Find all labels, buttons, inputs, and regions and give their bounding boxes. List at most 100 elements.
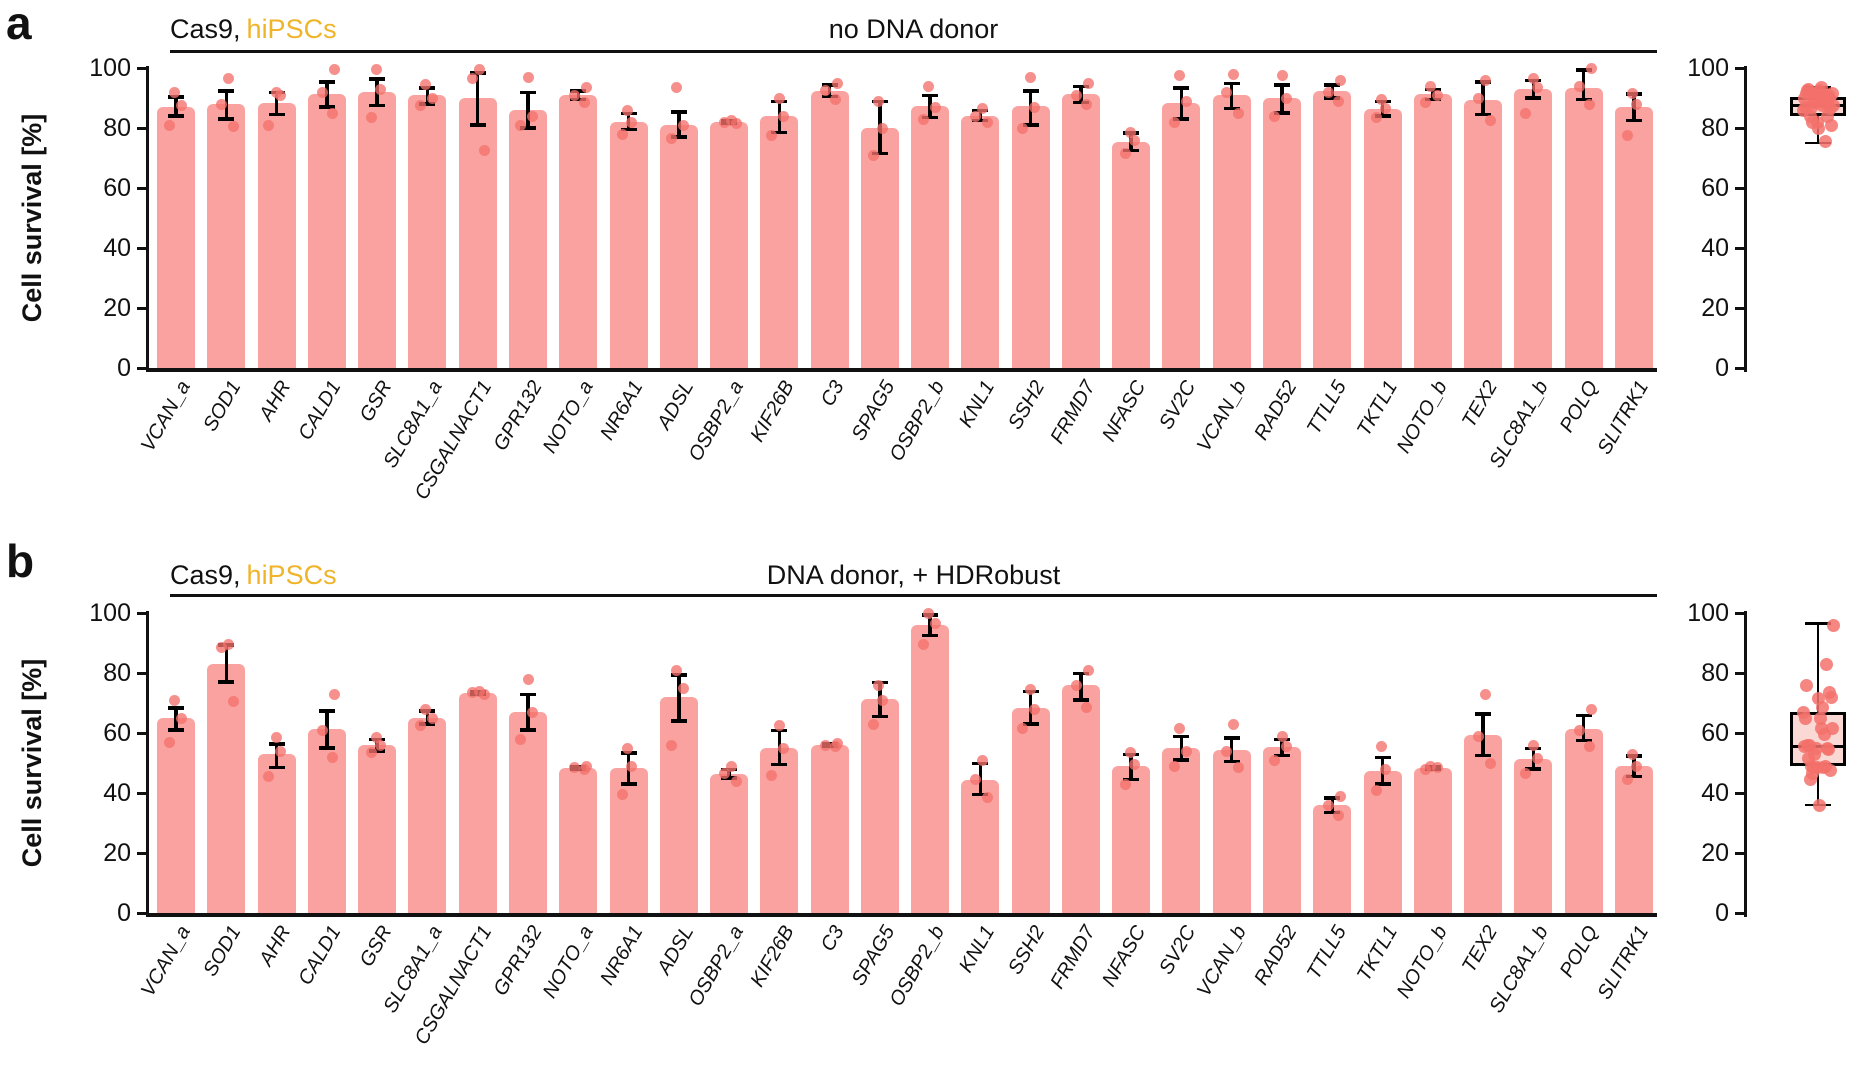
x-tick-label-VCAN_a: VCAN_a — [137, 922, 196, 1001]
data-point-OSBP2_b — [917, 639, 929, 650]
data-point-GSR — [365, 747, 377, 758]
bar-KIF26B — [760, 116, 799, 368]
data-point-AHR — [271, 732, 283, 743]
data-point-RAD52 — [1276, 70, 1288, 81]
data-point-VCAN_a — [168, 694, 180, 706]
summary-b-y-tick — [1734, 791, 1744, 795]
data-point-VCAN_b — [1228, 68, 1240, 80]
summary-b-y-tick-label: 100 — [1687, 599, 1729, 627]
panel-b-y-tick-label: 80 — [103, 659, 131, 687]
summary-point-b — [1814, 722, 1828, 735]
data-point-AHR — [263, 119, 275, 131]
x-tick-label-VCAN_b: VCAN_b — [1192, 377, 1251, 456]
panel-a-y-tick-label: 20 — [103, 294, 131, 322]
data-point-TKTL1 — [1376, 741, 1388, 752]
bar-NFASC — [1112, 766, 1151, 913]
panel-b-y-axis-title: Cell survival [%] — [17, 658, 47, 868]
data-point-GSR — [365, 112, 377, 123]
error-cap-bottom-TKTL1 — [1374, 114, 1391, 118]
error-cap-bottom-SOD1 — [218, 117, 235, 121]
panel-b-y-tick — [136, 611, 146, 615]
bar-SSH2 — [1011, 707, 1050, 913]
error-bar-VCAN_b — [1229, 83, 1234, 109]
data-point-KNL1 — [969, 110, 981, 122]
data-point-ADSL — [678, 682, 690, 694]
bar-SPAG5 — [860, 698, 899, 913]
panel-b-header-rule — [170, 594, 1657, 597]
bar-NR6A1 — [609, 122, 648, 368]
error-cap-bottom-TTLL5 — [1324, 96, 1341, 100]
summary-a-y-tick-label: 60 — [1701, 174, 1729, 202]
data-point-SLC8A1_b — [1531, 753, 1543, 764]
panel-b-y-tick — [136, 731, 146, 735]
data-point-FRMD7 — [1083, 77, 1095, 89]
bar-SLITRK1 — [1614, 766, 1653, 913]
panel-b-y-tick — [136, 851, 146, 855]
bar-RAD52 — [1263, 98, 1301, 368]
error-cap-bottom-POLQ — [1575, 738, 1592, 742]
error-cap-bottom-CALD1 — [318, 746, 335, 750]
data-point-VCAN_b — [1221, 86, 1233, 98]
data-point-CSGALNACT1 — [479, 145, 491, 156]
panel-b-y-tick-label: 40 — [103, 779, 131, 807]
data-point-CSGALNACT1 — [479, 688, 491, 700]
summary-point-a — [1801, 82, 1815, 96]
data-point-OSBP2_b — [917, 113, 929, 125]
data-point-CSGALNACT1 — [467, 73, 479, 84]
error-cap-top-TKTL1 — [1374, 755, 1391, 759]
x-tick-label-NOTO_a: NOTO_a — [538, 922, 598, 1002]
whisker-cap-bottom-a — [1805, 141, 1831, 145]
data-point-SLITRK1 — [1627, 88, 1639, 99]
x-tick-label-AHR: AHR — [255, 922, 296, 970]
summary-b-y-axis-line — [1743, 611, 1747, 917]
data-point-SLC8A1_b — [1527, 73, 1539, 84]
data-point-GPR132 — [526, 110, 538, 122]
bar-TTLL5 — [1313, 805, 1352, 913]
summary-b-y-tick — [1734, 671, 1744, 675]
data-point-KNL1 — [976, 754, 988, 766]
data-point-RAD52 — [1268, 110, 1280, 122]
data-point-SSH2 — [1017, 723, 1029, 734]
error-cap-bottom-SV2C — [1173, 117, 1190, 121]
data-point-VCAN_a — [175, 712, 187, 724]
data-point-SV2C — [1168, 760, 1180, 772]
error-cap-bottom-FRMD7 — [1072, 698, 1089, 702]
summary-b-y-tick-label: 40 — [1701, 779, 1729, 807]
bar-FRMD7 — [1061, 685, 1100, 913]
data-point-TEX2 — [1479, 688, 1491, 700]
x-tick-label-SLITRK1: SLITRK1 — [1593, 377, 1653, 459]
data-point-VCAN_a — [163, 736, 175, 748]
x-tick-label-RAD52: RAD52 — [1249, 922, 1302, 989]
summary-point-b — [1824, 690, 1838, 704]
error-cap-top-ADSL — [670, 110, 687, 114]
error-cap-bottom-ADSL — [670, 719, 687, 723]
bar-OSBP2_a — [710, 122, 749, 368]
bar-FRMD7 — [1061, 93, 1100, 368]
data-point-SV2C — [1173, 723, 1185, 734]
data-point-RAD52 — [1268, 754, 1280, 766]
data-point-SLC8A1_b — [1531, 82, 1543, 93]
data-point-TKTL1 — [1371, 112, 1383, 123]
data-point-C3 — [832, 77, 844, 89]
data-point-TTLL5 — [1322, 799, 1334, 811]
error-cap-bottom-GSR — [369, 103, 386, 107]
data-point-SLITRK1 — [1627, 748, 1639, 760]
panel-a-y-tick — [136, 186, 146, 190]
error-cap-top-SOD1 — [218, 89, 235, 93]
data-point-KNL1 — [981, 792, 993, 803]
data-point-FRMD7 — [1081, 98, 1093, 110]
data-point-KNL1 — [981, 116, 993, 128]
panel-b-y-tick-label: 20 — [103, 839, 131, 867]
data-point-TTLL5 — [1332, 810, 1344, 821]
data-point-KIF26B — [765, 130, 777, 141]
error-cap-bottom-TTLL5 — [1324, 810, 1341, 814]
bar-SPAG5 — [860, 128, 899, 368]
data-point-TTLL5 — [1322, 86, 1334, 98]
data-point-RAD52 — [1280, 92, 1292, 104]
bar-OSBP2_a — [710, 773, 749, 913]
error-cap-bottom-C3 — [821, 94, 838, 98]
error-cap-bottom-VCAN_b — [1223, 759, 1240, 763]
data-point-FRMD7 — [1081, 702, 1093, 713]
data-point-POLQ — [1584, 741, 1596, 752]
bar-SLC8A1_b — [1514, 758, 1553, 913]
